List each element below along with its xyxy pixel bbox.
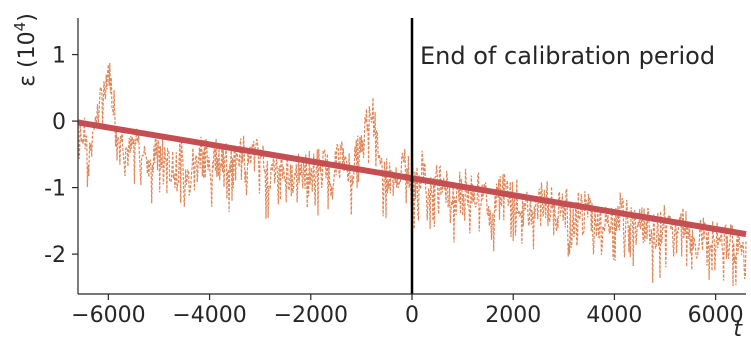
x-tick-label: 2000 (485, 303, 541, 328)
y-tick-label: 0 (52, 110, 66, 135)
x-tick-label: −4000 (172, 303, 246, 328)
y-axis-label-close: ) (15, 13, 40, 22)
x-tick-label: 0 (405, 303, 419, 328)
x-axis-label: t (733, 317, 743, 341)
calibration-annotation: End of calibration period (420, 42, 715, 70)
x-ticks: −6000 −4000 −2000 0 2000 4000 6000 (71, 294, 744, 328)
y-axis-label-exp: 4 (11, 22, 29, 32)
y-tick-label: -2 (44, 243, 66, 268)
y-axis-label-base: ε (10 (15, 31, 40, 86)
y-tick-label: -1 (44, 177, 66, 202)
x-tick-label: 6000 (688, 303, 744, 328)
x-tick-label: −6000 (71, 303, 145, 328)
x-tick-label: −2000 (274, 303, 348, 328)
y-ticks: 1 0 -1 -2 (44, 44, 78, 268)
y-axis-label: ε (104) (11, 13, 40, 87)
x-tick-label: 4000 (586, 303, 642, 328)
y-tick-label: 1 (52, 44, 66, 69)
